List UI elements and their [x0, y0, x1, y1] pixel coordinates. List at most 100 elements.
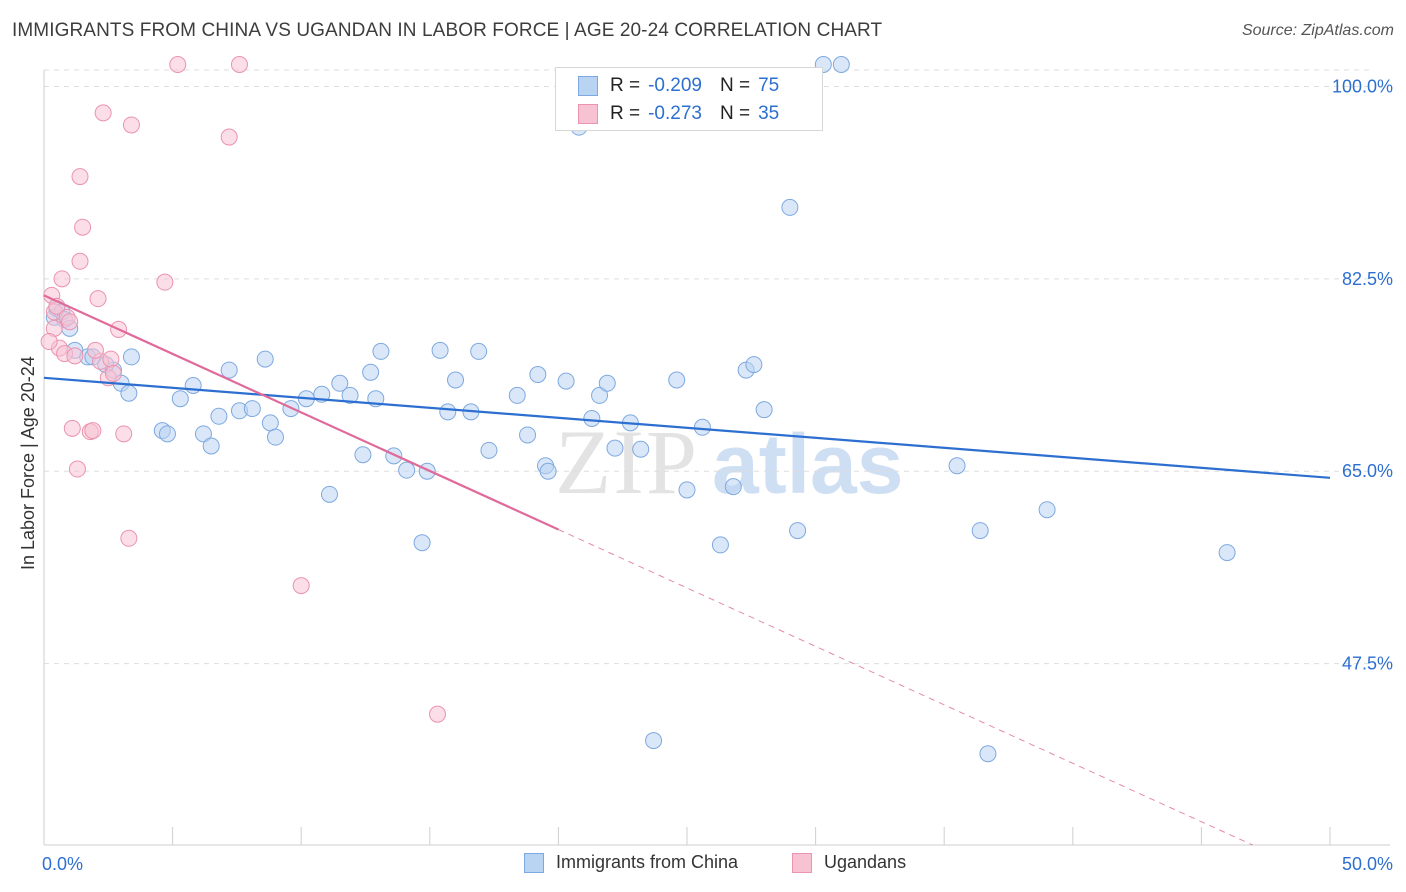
tick-labels: 47.5% 65.0% 82.5% 100.0% 0.0% 50.0% — [42, 76, 1393, 874]
china-point — [678, 481, 696, 499]
china-point — [789, 522, 807, 540]
china-point — [470, 342, 488, 360]
china-point — [480, 441, 498, 459]
n-value: 75 — [758, 75, 780, 96]
uganda-swatch — [578, 104, 598, 124]
uganda-point — [66, 347, 84, 365]
china-point — [320, 485, 338, 503]
r-value: -0.273 — [648, 103, 702, 124]
china-point — [583, 409, 601, 427]
y-tick-label: 47.5% — [1342, 654, 1393, 674]
n-value: 35 — [758, 103, 780, 124]
china-point — [158, 425, 176, 443]
uganda-point — [89, 290, 107, 308]
uganda-point — [120, 529, 138, 547]
uganda-trend-extension — [558, 529, 1253, 846]
china-point — [220, 361, 238, 379]
chart-title: IMMIGRANTS FROM CHINA VS UGANDAN IN LABO… — [12, 20, 883, 41]
uganda-legend-swatch — [792, 852, 812, 873]
uganda-point — [230, 56, 248, 74]
china-point — [519, 426, 537, 444]
uganda-point — [156, 273, 174, 291]
china-point — [331, 374, 349, 392]
china-trend-line — [43, 376, 1331, 479]
uganda-point — [40, 333, 58, 351]
legend-item-china: Immigrants from China — [524, 852, 738, 873]
uganda-point — [220, 128, 238, 146]
uganda-series — [40, 56, 447, 723]
n-label: N = — [719, 75, 751, 96]
uganda-point — [71, 252, 89, 270]
y-tick-label: 65.0% — [1342, 461, 1393, 481]
trend-lines — [43, 294, 1331, 846]
uganda-point — [94, 104, 112, 122]
uganda-point — [74, 218, 92, 236]
uganda-point — [68, 460, 86, 478]
china-point — [557, 372, 575, 390]
r-label: R = — [610, 103, 641, 124]
china-point — [948, 457, 966, 475]
legend-label-china: Immigrants from China — [556, 852, 739, 872]
china-point — [529, 366, 547, 384]
uganda-point — [169, 56, 187, 74]
x-tick-label-min: 0.0% — [42, 854, 83, 874]
china-point — [413, 534, 431, 552]
china-point — [120, 384, 138, 402]
correlation-legend: R = -0.209 N = 75 R = -0.273 N = 35 — [555, 67, 823, 131]
uganda-point — [429, 705, 447, 723]
china-point — [606, 439, 624, 457]
legend-row-uganda: R = -0.273 N = 35 — [578, 101, 779, 127]
uganda-point — [115, 425, 133, 443]
uganda-point — [122, 116, 140, 134]
china-point — [1218, 544, 1236, 562]
china-point — [372, 342, 390, 360]
uganda-point — [53, 270, 71, 288]
china-point — [745, 356, 763, 374]
uganda-point — [63, 419, 81, 437]
china-point — [598, 374, 616, 392]
china-point — [210, 407, 228, 425]
legend-row-china: R = -0.209 N = 75 — [578, 73, 779, 99]
china-point — [711, 536, 729, 554]
legend-label-uganda: Ugandans — [824, 852, 907, 872]
source-label: Source: ZipAtlas.com — [1241, 22, 1394, 39]
china-point — [539, 462, 557, 480]
axes — [43, 70, 1390, 846]
legend-item-uganda: Ugandans — [792, 852, 906, 873]
uganda-point — [292, 577, 310, 595]
china-point — [668, 371, 686, 389]
china-point — [971, 522, 989, 540]
china-legend-swatch — [524, 852, 544, 873]
china-point — [979, 745, 997, 763]
n-label: N = — [719, 103, 751, 124]
china-point — [632, 440, 650, 458]
china-point — [256, 350, 274, 368]
y-axis-label: In Labor Force | Age 20-24 — [18, 356, 38, 570]
china-point — [508, 386, 526, 404]
uganda-point — [84, 422, 102, 440]
watermark: ZIP atlas — [555, 411, 903, 513]
china-point — [171, 390, 189, 408]
china-point — [184, 376, 202, 394]
china-point — [724, 478, 742, 496]
gridlines — [44, 69, 1370, 665]
china-point — [194, 425, 212, 443]
china-point — [1038, 501, 1056, 519]
china-point — [266, 428, 284, 446]
china-point — [693, 418, 711, 436]
series-legend: Immigrants from China Ugandans — [0, 852, 1406, 878]
china-point — [439, 403, 457, 421]
china-point — [398, 461, 416, 479]
china-point — [591, 386, 609, 404]
china-point — [385, 447, 403, 465]
china-point — [122, 348, 140, 366]
y-tick-label: 82.5% — [1342, 269, 1393, 289]
china-point — [447, 371, 465, 389]
china-point — [362, 363, 380, 381]
china-point — [243, 400, 261, 418]
china-point — [431, 341, 449, 359]
x-tick-label-max: 50.0% — [1342, 854, 1393, 874]
r-value: -0.209 — [648, 75, 702, 96]
uganda-trend-line — [43, 294, 559, 531]
